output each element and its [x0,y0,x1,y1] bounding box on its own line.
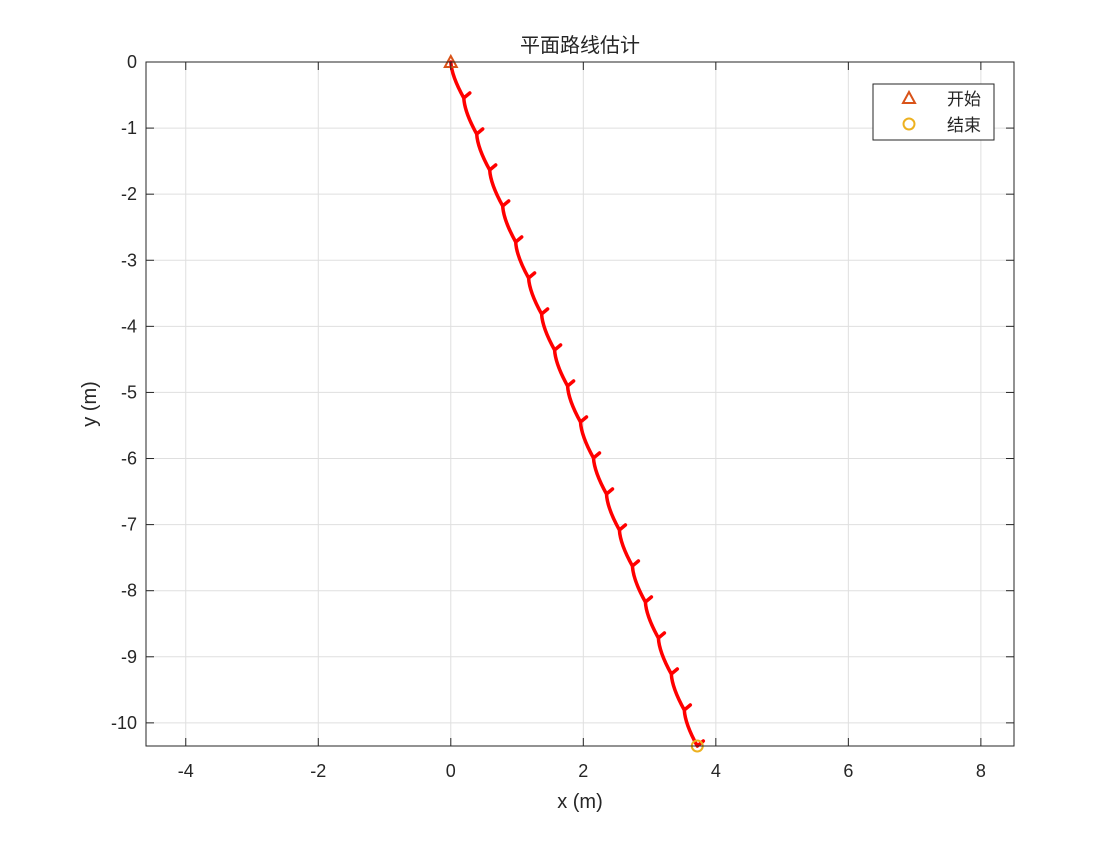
grid [146,61,1014,746]
legend-box [872,83,995,141]
y-tick-label: -3 [121,250,137,270]
legend-end-marker [902,117,916,131]
y-tick-label: -7 [121,515,137,535]
legend-start-marker [901,89,917,104]
x-tick-label: -4 [178,761,194,781]
x-axis-label: x (m) [557,791,603,813]
legend-end-label: 结束 [947,116,981,135]
y-tick-label: -2 [121,184,137,204]
y-tick-label: -5 [121,382,137,402]
x-tick-label: 0 [446,761,456,781]
axes-box [145,61,1015,747]
y-tick-label: -9 [121,647,137,667]
x-tick-label: 8 [976,761,986,781]
y-tick-label: -10 [111,713,137,733]
x-tick-label: 6 [843,761,853,781]
y-tick-label: -6 [121,449,137,469]
y-tick-label: 0 [127,52,137,72]
route-line [449,60,706,748]
x-tick-label: -2 [310,761,326,781]
y-tick-label: -4 [121,316,137,336]
y-tick-label: -8 [121,581,137,601]
legend: 开始 结束 [872,83,995,141]
x-tick-label: 2 [578,761,588,781]
y-tick-label: -1 [121,118,137,138]
plot-area [146,62,1014,746]
legend-start-label: 开始 [947,90,981,109]
chart-title: 平面路线估计 [520,34,640,57]
x-tick-label: 4 [711,761,721,781]
y-axis-label: y (m) [79,381,101,427]
ticks: -4 -2 0 2 4 6 8 0 -1 -2 -3 -4 -5 -6 -7 -8 -9 -10 [111,52,1014,781]
